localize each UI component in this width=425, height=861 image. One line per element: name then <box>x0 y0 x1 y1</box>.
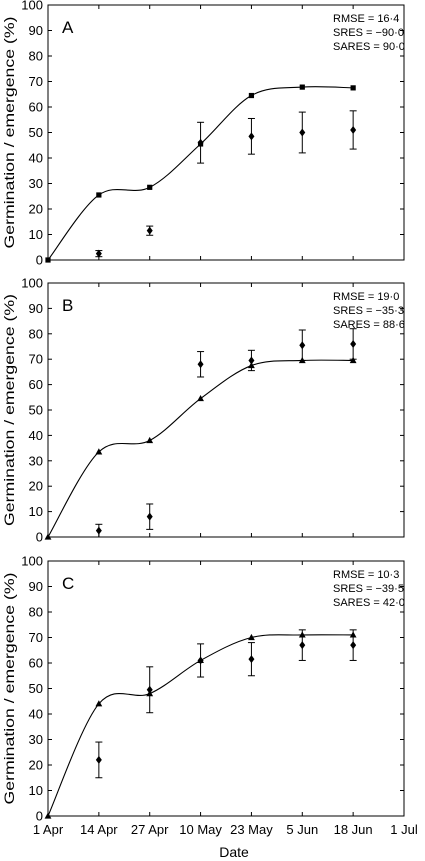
y-tick-label: 100 <box>21 276 43 291</box>
simulated-line <box>47 86 354 261</box>
panel-label: B <box>62 296 73 315</box>
simulated-point <box>146 436 154 444</box>
x-axis-title: Date <box>219 844 249 860</box>
simulated-point <box>248 92 255 99</box>
observed-point <box>197 360 204 369</box>
y-tick-label: 20 <box>29 202 43 217</box>
observed-point <box>197 656 204 665</box>
y-tick-label: 10 <box>29 783 43 798</box>
y-tick-label: 90 <box>29 23 43 38</box>
y-tick-label: 100 <box>21 554 43 569</box>
x-tick-label: 10 May <box>179 822 222 837</box>
observed-point <box>197 138 204 147</box>
y-tick-label: 60 <box>29 377 43 392</box>
y-tick-label: 70 <box>29 352 43 367</box>
simulated-point <box>147 184 153 190</box>
simulated-point <box>95 700 103 707</box>
observed-point <box>146 512 153 521</box>
observed-point <box>248 655 255 664</box>
observed-point <box>248 356 255 365</box>
y-tick-label: 20 <box>29 758 43 773</box>
y-tick-label: 80 <box>29 49 43 64</box>
simulated-line <box>47 359 354 538</box>
y-tick-label: 50 <box>29 403 43 418</box>
panel-label: C <box>62 574 74 593</box>
simulated-point <box>96 192 102 198</box>
x-tick-label: 1 Jul <box>390 822 418 837</box>
observed-point <box>299 128 306 137</box>
stat-label: SARES = 90·0 <box>333 41 405 53</box>
observed-point <box>350 339 357 348</box>
stat-label: SARES = 88·6 <box>333 319 405 331</box>
observed-point <box>299 641 306 650</box>
y-axis-title: Germination / emergence (%) <box>1 17 17 249</box>
y-tick-label: 80 <box>29 605 43 620</box>
x-tick-label: 14 Apr <box>80 822 118 837</box>
panel-label: A <box>62 18 74 37</box>
stat-label: SRES = −35·3 <box>333 305 404 317</box>
stat-label: RMSE = 10·3 <box>333 569 399 581</box>
y-tick-label: 40 <box>29 707 43 722</box>
x-tick-label: 1 Apr <box>33 822 64 837</box>
y-tick-label: 40 <box>29 428 43 443</box>
simulated-point <box>44 533 52 540</box>
y-tick-label: 70 <box>29 630 43 645</box>
observed-point <box>95 249 102 258</box>
stat-label: SARES = 42·0 <box>333 597 405 609</box>
observed-point <box>146 226 153 235</box>
y-tick-label: 80 <box>29 326 43 341</box>
stat-label: RMSE = 19·0 <box>333 291 399 303</box>
x-tick-label: 18 Jun <box>334 822 373 837</box>
x-tick-label: 27 Apr <box>131 822 169 837</box>
y-tick-label: 90 <box>29 301 43 316</box>
y-tick-label: 10 <box>29 504 43 519</box>
y-axis-title: Germination / emergence (%) <box>1 573 17 805</box>
y-tick-label: 30 <box>29 732 43 747</box>
simulated-point <box>197 394 204 402</box>
observed-point <box>95 755 102 764</box>
stat-label: SRES = −39·5 <box>333 583 404 595</box>
observed-point <box>299 341 306 350</box>
panel-c: 0 10 20 30 40 50 60 70 80 90 100 1 Apr 14 Apr 27 Apr 1… <box>1 554 418 838</box>
y-tick-label: 70 <box>29 74 43 89</box>
stat-label: SRES = −90·0 <box>333 27 404 39</box>
y-tick-label: 60 <box>29 656 43 671</box>
panel-a: 0 10 20 30 40 50 60 70 80 90 100 Germination / emer… <box>1 0 405 268</box>
simulated-point <box>350 85 356 91</box>
y-tick-label: 10 <box>29 227 43 242</box>
simulated-point <box>349 356 357 364</box>
y-tick-label: 90 <box>29 579 43 594</box>
y-tick-label: 40 <box>29 151 43 166</box>
observed-point <box>95 526 102 535</box>
observed-point <box>350 641 357 650</box>
y-tick-label: 30 <box>29 453 43 468</box>
simulated-point <box>45 257 51 263</box>
y-tick-label: 60 <box>29 100 43 115</box>
y-axis-title: Germination / emergence (%) <box>1 294 17 526</box>
observed-point <box>146 685 153 694</box>
simulated-point <box>248 633 255 641</box>
simulated-point <box>44 812 52 819</box>
x-tick-label: 5 Jun <box>286 822 318 837</box>
simulated-point <box>299 84 305 90</box>
observed-point <box>248 132 255 141</box>
y-tick-label: 100 <box>21 0 43 13</box>
simulated-point <box>95 448 103 455</box>
panel-b: 0 10 20 30 40 50 60 70 80 90 100 Germination / emer… <box>1 276 405 545</box>
y-tick-label: 20 <box>29 479 43 494</box>
y-tick-label: 0 <box>36 809 43 824</box>
stat-label: RMSE = 16·4 <box>333 13 399 25</box>
y-tick-label: 30 <box>29 176 43 191</box>
y-tick-label: 50 <box>29 125 43 140</box>
y-tick-label: 0 <box>36 253 43 268</box>
y-tick-label: 50 <box>29 681 43 696</box>
x-tick-label: 23 May <box>230 822 273 837</box>
y-tick-label: 0 <box>36 530 43 545</box>
observed-point <box>350 125 357 134</box>
